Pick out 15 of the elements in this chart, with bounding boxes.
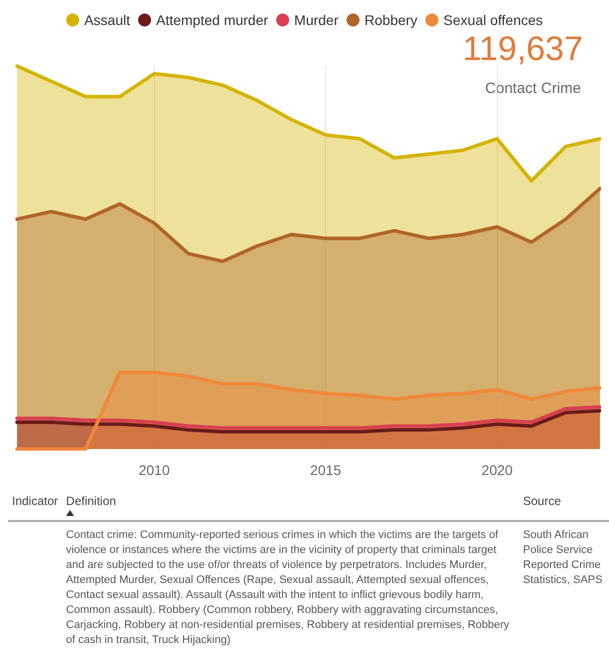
legend-label: Robbery: [364, 12, 418, 28]
legend-label: Assault: [84, 12, 130, 28]
text: Indicator: [11, 494, 60, 510]
x-tick-label: 2020: [482, 462, 513, 478]
legend-label: Attempted murder: [156, 12, 268, 28]
annotation: Contact Crime: [485, 80, 581, 97]
text: Source: [522, 494, 562, 510]
x-tick-label: 2010: [138, 462, 170, 478]
annotation: 119,637: [462, 30, 584, 68]
legend-label: Murder: [294, 12, 339, 28]
text: Contact crime: Community-reported serious crimes in which the victims are the targets of violence or instances where the victims are in the vicinity of property that criminals target and are subjected to the use of/or threats of violence by perpetrators. Includes Murder, Attempted Murder, Sexual Offences (Rape, Sexual assault, Attempted sexual offences, Contact sexual assault). Assault (Assault with the intent to inflict grievous bodily harm, Common assault). Robbery (Common robbery, Robbery with aggravating circumstances, Carjacking, Robbery at non-residential premises, Robbery at residential premises, Robbery of cash in transit, Truck Hijacking): [65, 528, 510, 648]
text: Definition: [65, 494, 118, 510]
text: South African Police Service Reported Crime Statistics, SAPS: [522, 528, 604, 588]
x-tick-label: 2015: [310, 462, 342, 478]
legend-label: Sexual offences: [443, 12, 543, 28]
